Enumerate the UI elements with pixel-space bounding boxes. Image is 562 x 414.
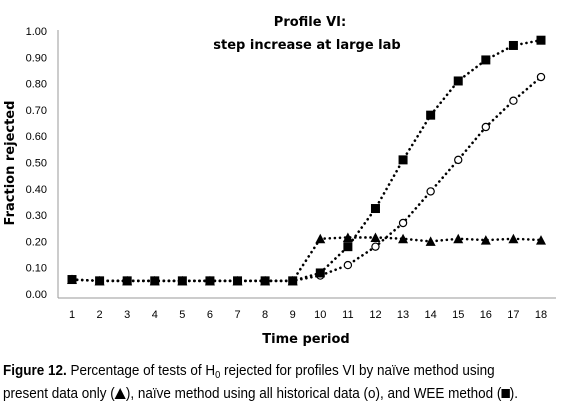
caption-subscript: 0: [215, 370, 221, 381]
square-point: [370, 204, 380, 214]
square-point: [508, 40, 518, 50]
triangle-point: [536, 235, 546, 245]
circle-point: [426, 187, 435, 196]
y-tick-label: 0.70: [26, 105, 47, 117]
caption-lead: Figure 12.: [3, 363, 67, 379]
triangle-point: [480, 235, 491, 245]
x-tick-label: 13: [397, 309, 409, 321]
x-tick-label: 16: [480, 309, 492, 321]
circle-point: [481, 122, 491, 132]
circle-point: [343, 260, 353, 270]
chart-title-line-2: step increase at large lab: [213, 38, 400, 53]
y-tick-label: 0.90: [26, 52, 47, 64]
x-tick-label: 17: [507, 309, 519, 321]
square-point: [150, 276, 160, 286]
y-tick-label: 0.10: [26, 263, 47, 275]
square-point: [205, 276, 215, 286]
chart-title-line-1: Profile VI:: [274, 15, 346, 30]
x-tick-label: 7: [234, 309, 240, 321]
y-tick-label: 0.20: [26, 236, 47, 248]
square-point: [315, 268, 325, 278]
x-tick-label: 6: [207, 309, 213, 321]
circle-point: [536, 72, 546, 82]
square-point: [122, 276, 132, 286]
square-icon: [501, 389, 510, 398]
x-tick-label: 4: [152, 309, 158, 321]
figure-caption: Figure 12. Percentage of tests of H0 rej…: [3, 362, 520, 404]
square-point: [453, 76, 463, 86]
y-tick-labels: 0.00 0.10 0.20 0.30 0.40 0.50 0.60 0.70 0.80 0.90…: [26, 26, 47, 301]
series-filled-square: [67, 35, 546, 286]
square-point: [233, 276, 243, 286]
x-tick-label: 12: [369, 309, 381, 321]
y-axis-label: Fraction rejected: [3, 101, 18, 226]
square-point: [398, 155, 408, 165]
triangle-point: [425, 236, 436, 246]
triangle-icon: [114, 388, 126, 399]
y-tick-label: 0.00: [26, 289, 47, 301]
triangle-point: [370, 232, 381, 242]
caption-text-4: ).: [509, 386, 518, 402]
circle-point: [509, 96, 518, 105]
series-open-circle: [67, 72, 546, 286]
square-point: [343, 242, 353, 252]
x-axis-label: Time period: [262, 332, 349, 347]
triangle-point: [315, 233, 326, 244]
square-point: [536, 35, 546, 45]
series-line: [70, 75, 543, 283]
square-point: [95, 276, 105, 286]
triangle-point: [398, 233, 409, 244]
y-tick-label: 0.50: [26, 158, 47, 170]
circle-point: [371, 242, 380, 251]
series-layer: [67, 35, 546, 286]
x-tick-label: 11: [342, 309, 353, 321]
square-point: [288, 276, 298, 286]
x-tick-label: 14: [425, 309, 437, 321]
x-tick-label: 18: [535, 309, 547, 321]
circle-point: [398, 218, 408, 228]
chart: Profile VI: step increase at large lab 0…: [3, 15, 556, 347]
circle-point: [454, 155, 463, 165]
triangle-point: [453, 233, 464, 244]
y-tick-label: 0.80: [26, 79, 47, 91]
y-tick-label: 0.60: [26, 131, 47, 143]
x-tick-label: 3: [124, 309, 130, 321]
square-point: [481, 55, 491, 65]
square-point: [426, 110, 436, 120]
caption-text-2: rejected for profiles VI by naïve method…: [3, 363, 495, 402]
x-tick-label: 2: [97, 309, 103, 321]
x-tick-label: 5: [179, 309, 185, 321]
square-point: [67, 275, 77, 285]
triangle-point: [342, 232, 353, 242]
triangle-point: [508, 233, 519, 244]
x-tick-label: 8: [262, 309, 268, 321]
series-line: [70, 236, 543, 283]
x-tick-label: 15: [452, 309, 464, 321]
caption-text-3: ), naïve method using all historical dat…: [125, 386, 502, 402]
y-tick-label: 0.30: [26, 210, 47, 222]
x-tick-labels: 1 2 3 4 5 6 7 8 9 10 11 12 13 14 15 16 17 18: [69, 309, 547, 321]
square-point: [177, 276, 187, 286]
square-point: [260, 276, 270, 286]
x-tick-label: 10: [314, 309, 326, 321]
caption-text-1: Percentage of tests of H: [66, 363, 216, 379]
y-tick-label: 1.00: [26, 26, 47, 38]
series-line: [70, 38, 543, 283]
y-tick-label: 0.40: [26, 184, 47, 196]
x-tick-label: 1: [69, 309, 75, 321]
x-tick-label: 9: [290, 309, 296, 321]
